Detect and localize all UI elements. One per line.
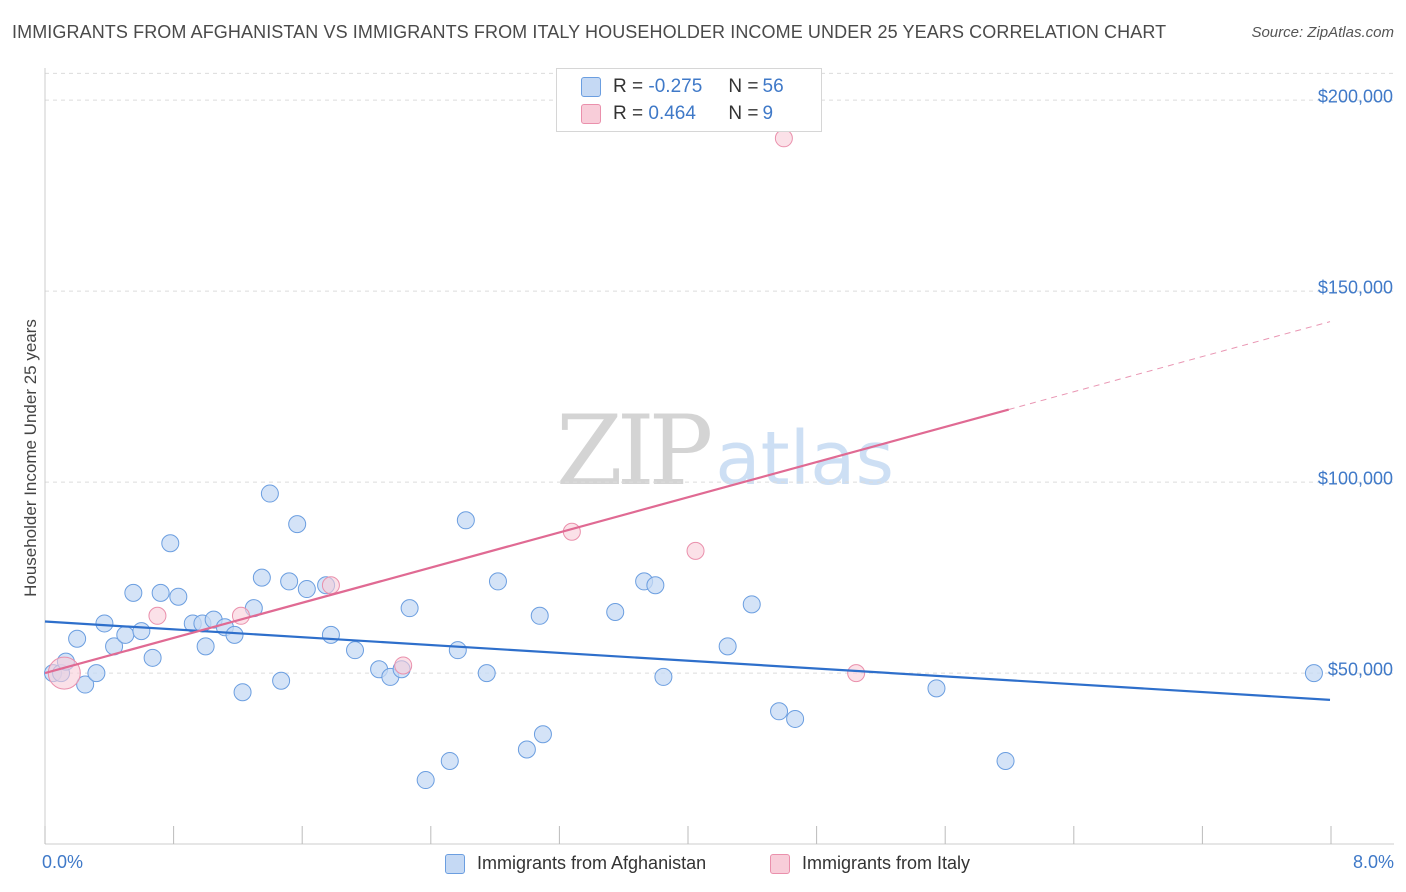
data-point-afghanistan bbox=[646, 576, 665, 595]
trendline-italy-extension bbox=[1008, 321, 1331, 411]
r-value-afghanistan: -0.275 bbox=[648, 76, 703, 97]
data-point-afghanistan bbox=[533, 725, 552, 744]
x-tick-label-max: 8.0% bbox=[1352, 852, 1394, 872]
data-point-afghanistan bbox=[400, 599, 419, 618]
n-label: N = bbox=[728, 76, 759, 97]
data-point-italy bbox=[321, 576, 340, 595]
n-label: N = bbox=[728, 103, 759, 124]
r-value-italy: 0.464 bbox=[648, 103, 696, 124]
data-point-afghanistan bbox=[297, 580, 316, 599]
data-point-afghanistan bbox=[321, 625, 340, 644]
data-point-afghanistan bbox=[742, 595, 761, 614]
data-point-afghanistan bbox=[132, 622, 151, 641]
data-point-afghanistan bbox=[76, 675, 95, 694]
data-point-afghanistan bbox=[654, 667, 673, 686]
data-point-afghanistan bbox=[280, 572, 299, 591]
data-point-afghanistan bbox=[95, 614, 114, 633]
y-tick-label-150000: $150,000 bbox=[1317, 277, 1393, 298]
swatch-afghanistan-bottom bbox=[445, 853, 465, 874]
data-point-afghanistan bbox=[718, 637, 737, 656]
data-point-italy bbox=[774, 129, 793, 148]
data-point-italy bbox=[686, 541, 705, 560]
data-point-italy bbox=[394, 656, 413, 675]
x-tick-label-min: 0.0% bbox=[42, 852, 84, 872]
trendline-italy bbox=[44, 408, 1010, 675]
data-point-afghanistan bbox=[233, 683, 252, 702]
n-value-italy: 9 bbox=[762, 103, 774, 124]
y-tick-label-50000: $50,000 bbox=[1327, 659, 1393, 680]
data-point-afghanistan bbox=[252, 568, 271, 587]
data-point-afghanistan bbox=[225, 625, 244, 644]
data-point-italy bbox=[847, 664, 866, 683]
data-point-afghanistan bbox=[260, 484, 279, 503]
data-point-afghanistan bbox=[606, 602, 625, 621]
data-point-afghanistan bbox=[346, 641, 365, 660]
legend-row-italy: R = 0.464 N = 9 bbox=[581, 102, 773, 126]
legend-row-afghanistan: R = -0.275 N = 56 bbox=[581, 75, 784, 99]
y-tick-label-100000: $100,000 bbox=[1317, 468, 1393, 489]
data-point-afghanistan bbox=[996, 751, 1015, 770]
data-point-afghanistan bbox=[272, 671, 291, 690]
data-point-afghanistan bbox=[530, 606, 549, 625]
data-point-italy bbox=[148, 606, 167, 625]
data-point-afghanistan bbox=[196, 637, 215, 656]
data-point-afghanistan bbox=[456, 511, 475, 530]
data-point-afghanistan bbox=[151, 583, 170, 602]
data-point-afghanistan bbox=[1304, 664, 1323, 683]
data-point-afghanistan bbox=[116, 625, 135, 644]
data-point-afghanistan bbox=[169, 587, 188, 606]
data-point-afghanistan bbox=[517, 740, 536, 759]
data-point-afghanistan bbox=[786, 709, 805, 728]
chart-title: IMMIGRANTS FROM AFGHANISTAN VS IMMIGRANT… bbox=[12, 22, 1167, 42]
y-axis-label: Householder Income Under 25 years bbox=[21, 319, 40, 597]
data-point-afghanistan bbox=[477, 664, 496, 683]
n-value-afghanistan: 56 bbox=[762, 76, 784, 97]
data-point-afghanistan bbox=[770, 702, 789, 721]
r-label: R = bbox=[613, 76, 644, 97]
data-point-afghanistan bbox=[927, 679, 946, 698]
data-point-afghanistan bbox=[488, 572, 507, 591]
data-point-afghanistan bbox=[161, 534, 180, 553]
bottom-legend-italy: Immigrants from Italy bbox=[770, 853, 970, 874]
data-point-italy bbox=[47, 656, 81, 690]
swatch-italy bbox=[581, 104, 601, 124]
data-point-afghanistan bbox=[448, 641, 467, 660]
swatch-italy-bottom bbox=[770, 853, 790, 874]
data-point-afghanistan bbox=[288, 515, 307, 534]
data-point-afghanistan bbox=[87, 664, 106, 683]
legend-label-afghanistan: Immigrants from Afghanistan bbox=[477, 853, 707, 873]
data-point-afghanistan bbox=[440, 751, 459, 770]
data-point-afghanistan bbox=[416, 771, 435, 790]
data-point-afghanistan bbox=[124, 583, 143, 602]
bottom-legend-afghanistan: Immigrants from Afghanistan bbox=[445, 853, 706, 874]
data-point-afghanistan bbox=[68, 629, 87, 648]
y-tick-label-200000: $200,000 bbox=[1317, 86, 1393, 107]
data-point-afghanistan bbox=[143, 648, 162, 667]
source-label: Source: ZipAtlas.com bbox=[1251, 24, 1394, 41]
r-label: R = bbox=[613, 103, 644, 124]
swatch-afghanistan bbox=[581, 77, 601, 97]
trendline-afghanistan bbox=[44, 620, 1331, 701]
legend-label-italy: Immigrants from Italy bbox=[802, 853, 971, 873]
stats-legend: R = -0.275 N = 56 R = 0.464 N = 9 bbox=[556, 68, 822, 132]
